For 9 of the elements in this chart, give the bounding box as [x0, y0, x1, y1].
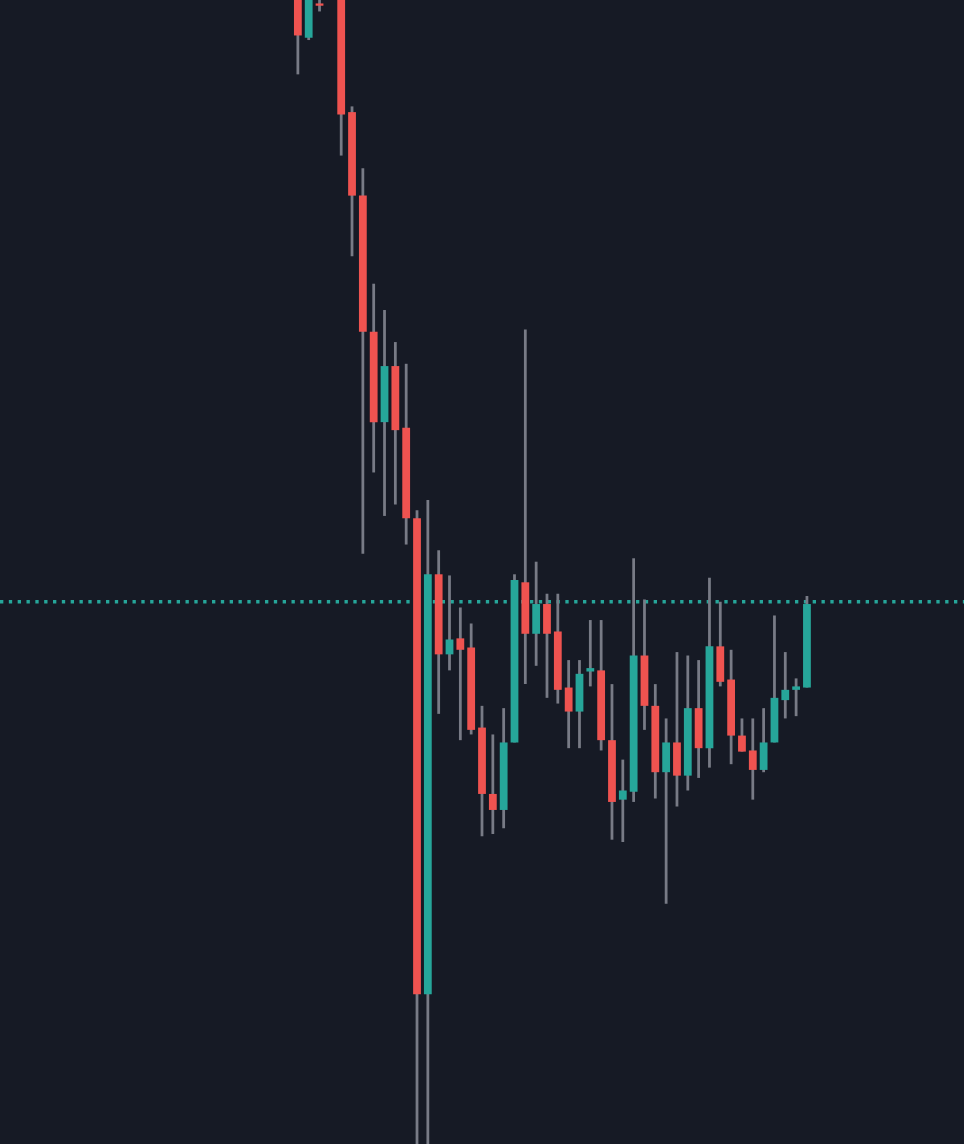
candlestick [293, 0, 302, 76]
candlestick [759, 706, 768, 774]
candlestick [662, 717, 671, 906]
candlestick [304, 0, 313, 42]
candlestick [694, 658, 703, 780]
candlestick [575, 658, 584, 750]
candlestick [488, 733, 497, 836]
candlestick [586, 618, 595, 688]
candlestick [673, 650, 681, 808]
